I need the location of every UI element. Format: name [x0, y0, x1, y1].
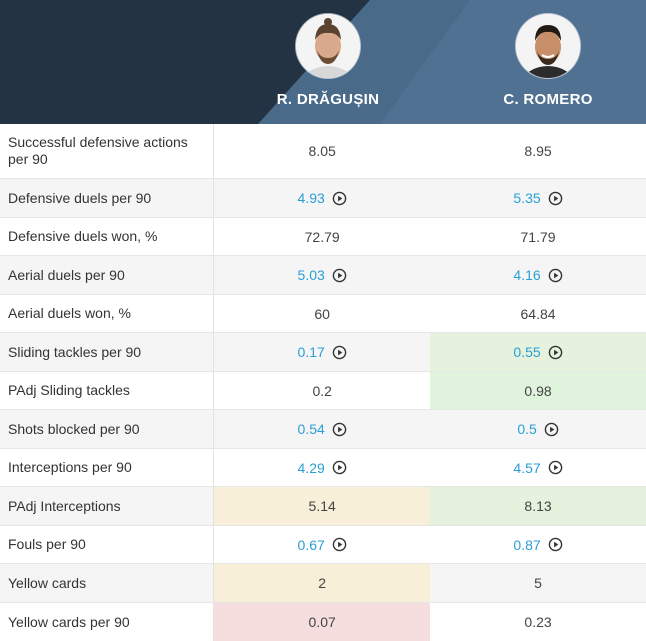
comparison-header: R. DRĂGUȘIN C. ROMERO [0, 0, 646, 124]
player-1-value: 2 [214, 564, 431, 602]
play-video-icon[interactable] [332, 268, 347, 283]
player-2-header: C. ROMERO [438, 0, 646, 124]
player-2-value[interactable]: 0.55 [430, 333, 646, 371]
play-video-icon[interactable] [332, 345, 347, 360]
player-1-name[interactable]: R. DRĂGUȘIN [276, 91, 380, 108]
player-1-value: 0.2 [312, 382, 332, 399]
table-row: Shots blocked per 90 0.54 0.5 [0, 410, 646, 449]
stat-label: PAdj Sliding tackles [0, 372, 215, 409]
play-video-icon[interactable] [544, 422, 559, 437]
play-video-icon[interactable] [332, 460, 347, 475]
player-1-value: 60 [314, 305, 330, 322]
stat-label: Aerial duels won, % [0, 295, 215, 332]
player-1-avatar[interactable] [296, 14, 360, 78]
table-row: Yellow cards per 90 0.07 0.23 [0, 603, 646, 641]
stat-label: Defensive duels per 90 [0, 179, 215, 217]
player-2-avatar[interactable] [516, 14, 580, 78]
table-row: Successful defensive actions per 90 8.05… [0, 124, 646, 179]
stat-label: Aerial duels per 90 [0, 256, 215, 294]
player-1-value[interactable]: 4.29 [214, 449, 430, 486]
table-row: PAdj Interceptions 5.14 8.13 [0, 487, 646, 526]
table-row: Aerial duels won, % 60 64.84 [0, 295, 646, 333]
table-row: Yellow cards 2 5 [0, 564, 646, 603]
play-video-icon[interactable] [548, 191, 563, 206]
play-video-icon[interactable] [548, 537, 563, 552]
player-1-value[interactable]: 4.93 [214, 179, 430, 217]
player-1-value[interactable]: 0.54 [214, 410, 430, 448]
stat-label: PAdj Interceptions [0, 487, 215, 525]
play-video-icon[interactable] [548, 345, 563, 360]
table-row: Fouls per 90 0.67 0.87 [0, 526, 646, 564]
player-2-value: 5 [534, 575, 542, 591]
table-row: Sliding tackles per 90 0.17 0.55 [0, 333, 646, 372]
play-video-icon[interactable] [332, 537, 347, 552]
play-video-icon[interactable] [548, 268, 563, 283]
player-2-value: 64.84 [520, 305, 556, 322]
table-row: Defensive duels won, % 72.79 71.79 [0, 218, 646, 256]
player-2-value: 71.79 [520, 228, 556, 245]
table-row: Defensive duels per 90 4.93 5.35 [0, 179, 646, 218]
player-2-value[interactable]: 4.16 [430, 256, 646, 294]
player-2-value[interactable]: 0.5 [430, 410, 646, 448]
stats-table: Successful defensive actions per 90 8.05… [0, 124, 646, 641]
player-2-value: 0.23 [524, 614, 552, 630]
stat-label: Yellow cards per 90 [0, 603, 215, 641]
stat-label: Fouls per 90 [0, 526, 215, 563]
table-row: PAdj Sliding tackles 0.2 0.98 [0, 372, 646, 410]
player-2-value: 8.13 [430, 487, 646, 525]
player-1-value[interactable]: 5.03 [214, 256, 430, 294]
stat-label: Successful defensive actions per 90 [0, 124, 215, 178]
player-1-header: R. DRĂGUȘIN [218, 0, 438, 124]
player-2-value: 0.98 [430, 372, 646, 409]
stat-label: Sliding tackles per 90 [0, 333, 215, 371]
player-2-value[interactable]: 5.35 [430, 179, 646, 217]
player-1-value: 72.79 [304, 228, 340, 245]
stat-label: Defensive duels won, % [0, 218, 215, 255]
player-2-value: 8.95 [524, 143, 552, 159]
table-row: Interceptions per 90 4.29 4.57 [0, 449, 646, 487]
play-video-icon[interactable] [548, 460, 563, 475]
player-2-value[interactable]: 0.87 [430, 526, 646, 563]
player-1-value: 8.05 [308, 143, 336, 159]
stat-label: Shots blocked per 90 [0, 410, 215, 448]
player-1-value: 5.14 [214, 487, 431, 525]
player-1-value[interactable]: 0.17 [214, 333, 430, 371]
table-row: Aerial duels per 90 5.03 4.16 [0, 256, 646, 295]
player-1-value: 0.07 [214, 603, 431, 641]
stat-label: Interceptions per 90 [0, 449, 215, 486]
player-2-value[interactable]: 4.57 [430, 449, 646, 486]
stat-label: Yellow cards [0, 564, 215, 602]
play-video-icon[interactable] [332, 191, 347, 206]
play-video-icon[interactable] [332, 422, 347, 437]
player-2-name[interactable]: C. ROMERO [503, 91, 593, 108]
player-1-value[interactable]: 0.67 [214, 526, 430, 563]
